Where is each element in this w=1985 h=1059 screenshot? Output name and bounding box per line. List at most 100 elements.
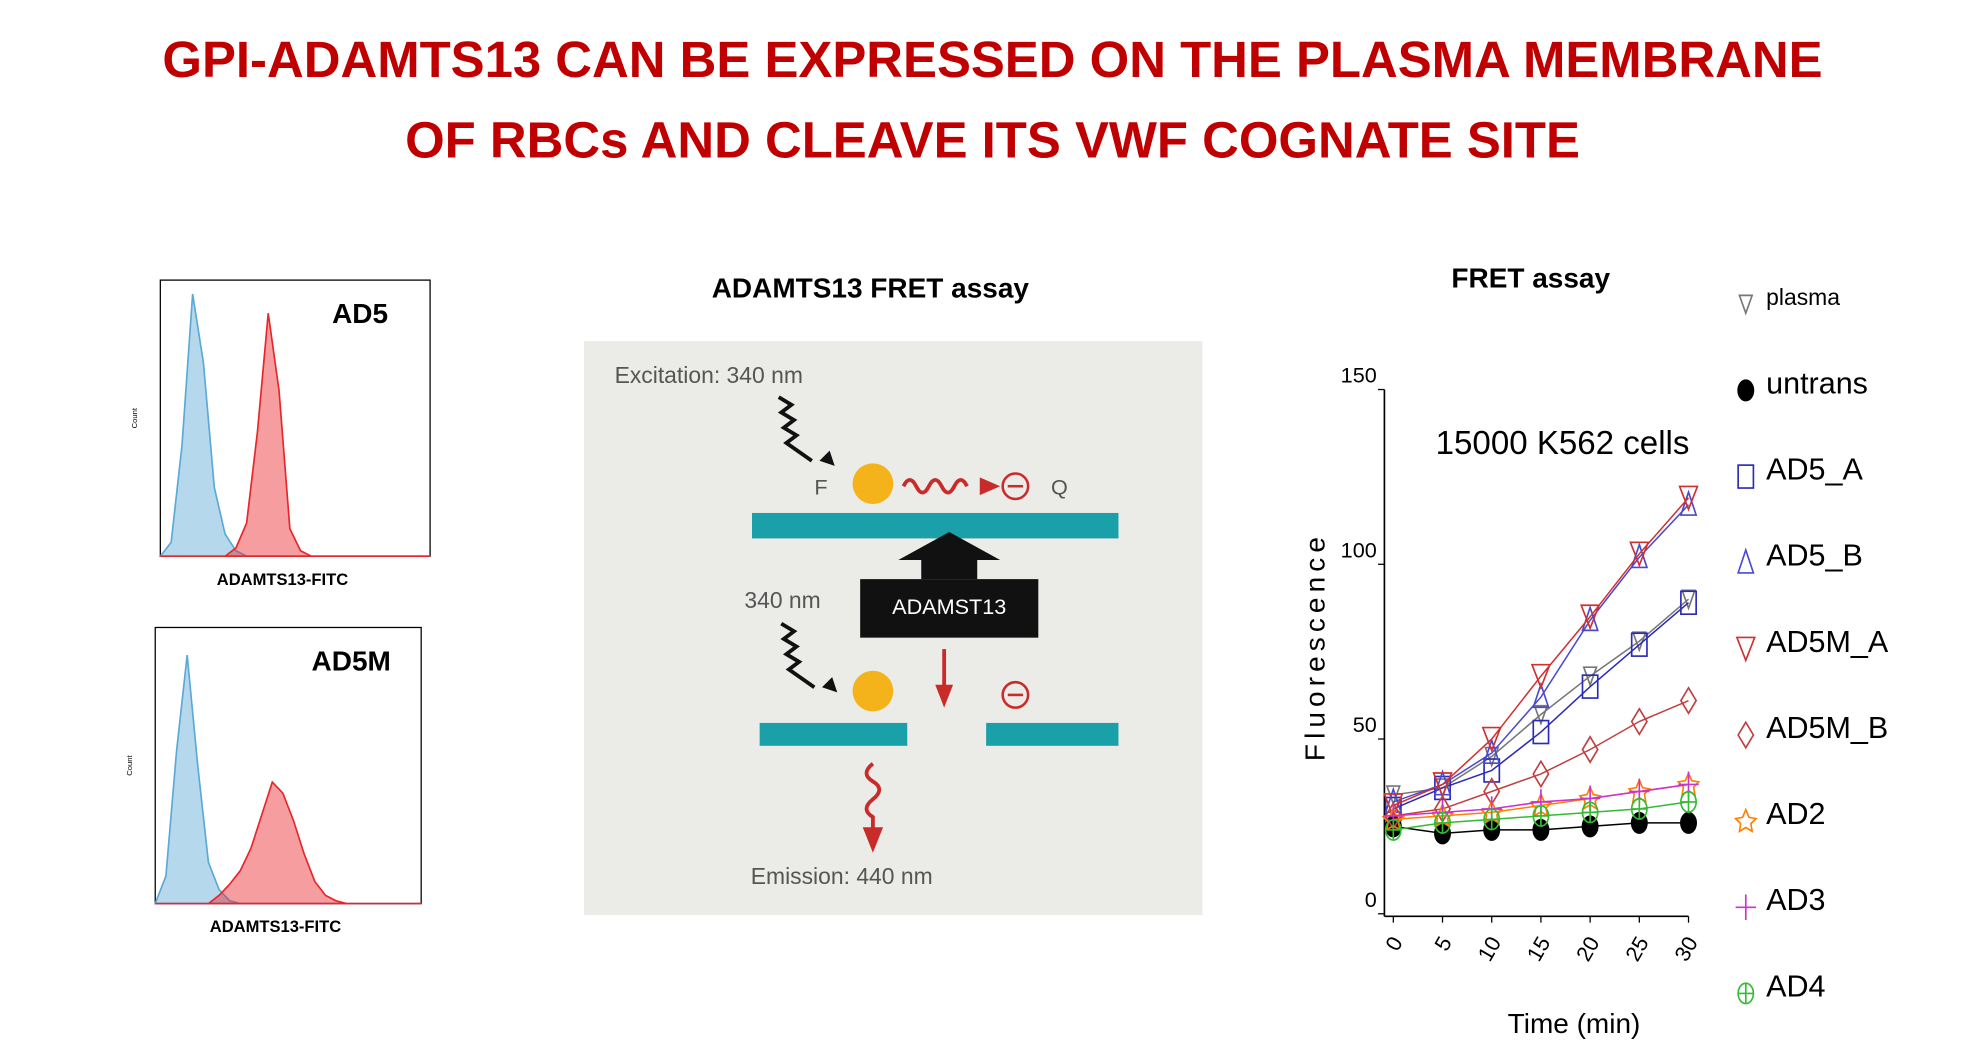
legend-label: AD2 — [1766, 797, 1825, 831]
legend-marker — [1733, 807, 1758, 833]
x-tick-label: 20 — [1571, 932, 1605, 965]
point-marker — [1483, 758, 1501, 783]
point-marker — [1532, 759, 1550, 789]
point-marker — [1630, 707, 1648, 736]
legend-label: untrans — [1766, 366, 1868, 400]
point-marker — [1383, 793, 1404, 820]
legend-label: plasma — [1766, 284, 1840, 310]
y-tick-label: 50 — [1353, 712, 1377, 737]
legend-marker — [1737, 720, 1755, 750]
y-axis-label: Count — [130, 407, 139, 428]
arrow-head — [821, 677, 838, 693]
diagram-label: Emission: 440 nm — [751, 863, 933, 889]
histogram-area — [160, 313, 431, 558]
fluorophore — [852, 463, 894, 505]
legend-marker — [1736, 547, 1755, 574]
legend-label: AD5M_B — [1766, 711, 1888, 745]
point-marker — [1482, 737, 1501, 765]
point-marker — [1484, 746, 1500, 768]
diagram-label: 340 nm — [744, 587, 820, 613]
y-tick-label: 0 — [1365, 887, 1377, 912]
point-marker — [1581, 735, 1599, 764]
annotation: AD5 — [332, 298, 388, 329]
y-tick-label: 100 — [1341, 537, 1377, 562]
diagram-label: Q — [1051, 475, 1068, 500]
point-marker — [1385, 785, 1401, 807]
fluorophore — [852, 670, 894, 712]
point-marker — [1481, 726, 1502, 753]
point-marker — [1581, 674, 1599, 699]
point-marker — [1384, 818, 1402, 841]
x-axis-label: Time (min) — [1508, 1008, 1641, 1039]
x-axis-label: ADAMTS13-FITC — [210, 917, 341, 936]
point-marker — [1533, 704, 1549, 726]
arrow-head — [979, 477, 1001, 496]
x-tick-label: 10 — [1472, 932, 1506, 965]
x-tick-label: 5 — [1429, 932, 1457, 955]
y-axis-label: Fluorescence — [1299, 532, 1330, 761]
point-marker — [1630, 797, 1648, 820]
y-tick-label: 150 — [1341, 363, 1377, 388]
fret-diagram: ADAMTS13 FRET assay Excitation: 340 nm F… — [584, 273, 1203, 916]
point-marker — [1483, 808, 1501, 831]
legend-label: AD5_B — [1766, 539, 1863, 573]
x-tick-label: 30 — [1669, 932, 1703, 965]
legend-marker — [1737, 464, 1755, 489]
point-marker — [1434, 811, 1451, 834]
legend-marker — [1735, 636, 1756, 663]
enzyme-box — [860, 579, 1039, 638]
x-tick-label: 25 — [1620, 932, 1654, 965]
diagram-title: ADAMTS13 FRET assay — [712, 273, 1030, 304]
wavy-arrow — [901, 478, 969, 495]
wavy-arrow — [777, 395, 813, 463]
series-line — [1393, 504, 1690, 803]
legend-marker — [1735, 894, 1756, 921]
point-marker — [1629, 541, 1650, 568]
annotation: AD5M — [312, 645, 391, 676]
legend-label: AD3 — [1766, 883, 1825, 917]
wavy-arrow — [780, 622, 816, 689]
substrate-fragment — [759, 722, 908, 746]
point-marker — [1679, 686, 1698, 715]
point-marker — [1678, 485, 1699, 512]
diagram-label: Excitation: 340 nm — [615, 362, 803, 388]
quencher — [1001, 680, 1030, 709]
point-marker — [1532, 719, 1550, 745]
enzyme-arrow — [898, 532, 1001, 580]
x-tick-label: 15 — [1522, 932, 1556, 965]
quencher — [1001, 472, 1030, 501]
point-marker — [1580, 604, 1601, 631]
wavy-arrow — [864, 762, 882, 830]
legend-label: AD4 — [1766, 969, 1825, 1003]
diagram-label: F — [814, 475, 827, 500]
annotation: 15000 K562 cells — [1436, 425, 1690, 462]
legend-marker — [1737, 982, 1755, 1005]
arrow-head — [819, 450, 835, 466]
legend-marker — [1738, 294, 1754, 316]
slide-title: OF RBCs AND CLEAVE ITS VWF COGNATE SITE — [405, 111, 1580, 168]
point-marker — [1532, 681, 1550, 709]
x-axis-label: ADAMTS13-FITC — [217, 570, 348, 589]
arrow-head — [862, 827, 884, 853]
chart-title: FRET assay — [1451, 262, 1610, 293]
point-marker — [1680, 590, 1697, 616]
histogram-area — [155, 780, 422, 905]
point-marker — [1680, 811, 1697, 834]
point-marker — [1582, 666, 1598, 688]
legend-label: AD5_A — [1766, 453, 1863, 487]
point-marker — [1680, 791, 1697, 813]
series-line — [1393, 497, 1690, 807]
legend-marker — [1737, 379, 1755, 402]
point-marker — [1530, 663, 1552, 690]
slide-title: GPI-ADAMTS13 CAN BE EXPRESSED ON THE PLA… — [162, 31, 1822, 88]
substrate — [752, 512, 1119, 539]
point-marker — [1680, 589, 1697, 611]
arrow-head — [935, 684, 954, 708]
legend-label: AD5M_A — [1766, 625, 1889, 659]
series-line — [1393, 602, 1690, 810]
substrate-fragment — [986, 722, 1119, 746]
x-tick-label: 0 — [1380, 932, 1408, 955]
point-marker — [1581, 801, 1599, 824]
diagram-label: ADAMST13 — [892, 594, 1006, 619]
